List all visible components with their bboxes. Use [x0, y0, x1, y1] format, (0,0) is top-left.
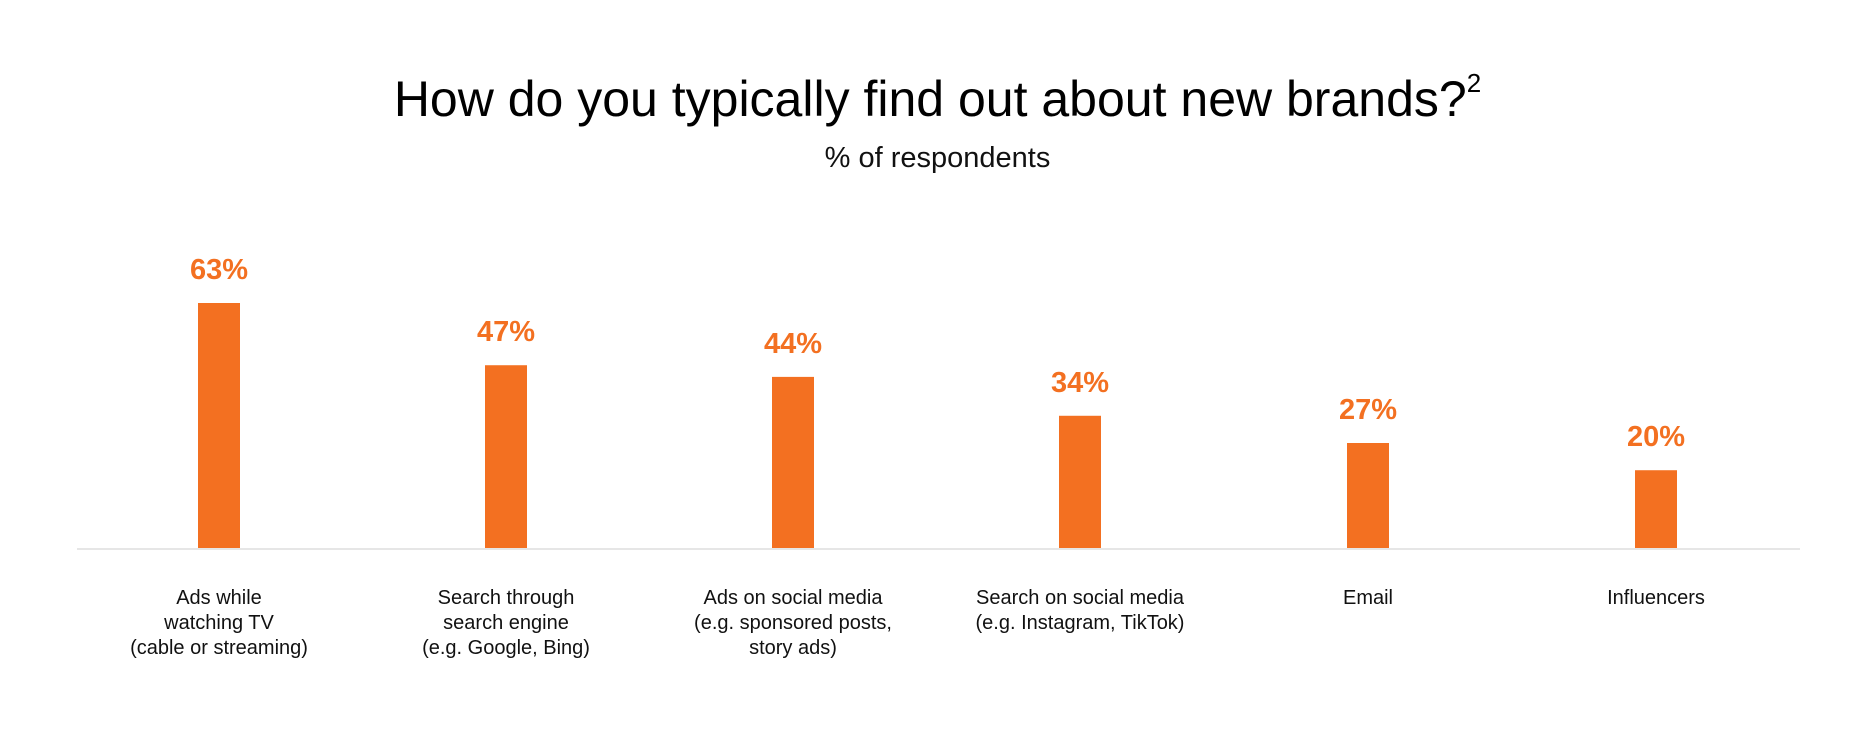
- category-label: Search on social media: [976, 587, 1185, 609]
- data-label: 27%: [1339, 394, 1397, 426]
- category-label: (e.g. Google, Bing): [422, 637, 590, 659]
- bar: [772, 376, 814, 548]
- category-label: Ads while: [176, 587, 262, 609]
- category-label: Email: [1343, 587, 1393, 609]
- data-label: 63%: [190, 254, 248, 286]
- category-label: Search through: [438, 587, 575, 609]
- chart-title: How do you typically find out about new …: [0, 68, 1875, 128]
- bar: [1347, 443, 1389, 548]
- category-label: search engine: [443, 612, 569, 634]
- chart-title-text: How do you typically find out about new …: [393, 71, 1467, 127]
- category-label: Ads on social media: [704, 587, 884, 609]
- bar: [485, 365, 527, 548]
- category-label: (e.g. sponsored posts,: [694, 612, 892, 634]
- bar: [1635, 470, 1677, 548]
- data-label: 34%: [1051, 367, 1109, 399]
- data-label: 44%: [764, 328, 822, 360]
- bar: [1059, 415, 1101, 548]
- chart-subtitle: % of respondents: [824, 142, 1051, 174]
- footnote-marker: 2: [1466, 68, 1482, 98]
- category-label: (e.g. Instagram, TikTok): [976, 612, 1185, 634]
- category-label: (cable or streaming): [130, 637, 308, 659]
- data-label: 20%: [1627, 421, 1685, 453]
- category-label: Influencers: [1607, 587, 1705, 609]
- category-label: story ads): [749, 637, 837, 659]
- category-label: watching TV: [163, 612, 274, 634]
- bar: [198, 303, 240, 548]
- data-label: 47%: [477, 316, 535, 348]
